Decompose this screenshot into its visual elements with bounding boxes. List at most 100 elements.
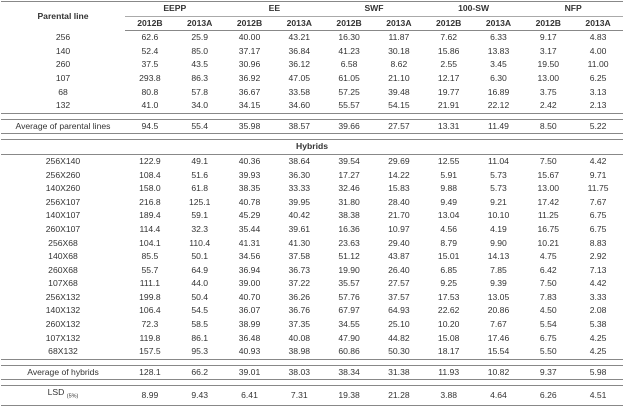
cell: 6.75	[589, 210, 607, 221]
cell: 104.1	[139, 237, 161, 248]
cell: 38.57	[274, 118, 325, 135]
year-header: 2013A	[573, 16, 623, 32]
cell: 85.0	[191, 45, 209, 56]
cell: 8.79	[440, 237, 458, 248]
cell: 3.75	[539, 86, 557, 97]
cell: 39.95	[288, 196, 311, 207]
cell: 34.56	[238, 251, 261, 262]
cell: 3.13	[589, 86, 607, 97]
cell: 5.91	[440, 169, 458, 180]
data-table: Parental line EEPP EE SWF 100-SW NFP 2012B 2013…	[1, 0, 623, 406]
cell: 30.18	[388, 45, 410, 56]
cell: 18.17	[423, 345, 474, 360]
cell: 39.61	[288, 223, 311, 234]
row-label: 256	[55, 31, 71, 42]
cell: 35.98	[224, 118, 275, 135]
table-row: LSD (5%) 8.99 9.43 6.41 7.31 19.38 21.28 3.88 4.…	[1, 385, 623, 406]
row-label: 107	[55, 72, 71, 83]
cell: 2.42	[523, 99, 574, 114]
cell: 40.00	[238, 32, 261, 43]
cell: 55.7	[141, 264, 159, 275]
table-row: Average of hybrids 128.1 66.2 39.01 38.03 38.…	[1, 364, 623, 381]
cell: 114.4	[139, 223, 161, 234]
cell: 34.55	[338, 319, 360, 330]
table-row: Average of parental lines 94.5 55.4 35.98 38…	[1, 118, 623, 135]
cell: 5.38	[589, 319, 607, 330]
table-row: 256X107 216.8 125.1 40.78 39.95 31.80 28.40 9.4…	[1, 196, 623, 210]
year-header: 2013A	[373, 16, 424, 32]
cell: 36.26	[288, 291, 311, 302]
cell: 13.05	[487, 291, 510, 302]
cell: 36.76	[288, 305, 311, 316]
cell: 40.42	[288, 210, 311, 221]
cell: 8.99	[125, 385, 175, 406]
cell: 4.75	[539, 251, 557, 262]
row-label: 107X68	[48, 278, 78, 289]
cell: 13.00	[537, 183, 560, 194]
cell: 9.90	[490, 237, 507, 248]
cell: 10.21	[537, 237, 560, 248]
cell: 14.13	[487, 251, 510, 262]
cell: 12.17	[437, 72, 460, 83]
cell: 10.20	[437, 319, 460, 330]
row-label: 260	[55, 59, 71, 70]
cell: 33.58	[288, 86, 311, 97]
cell: 26.40	[388, 264, 410, 275]
cell: 4.25	[573, 345, 623, 360]
cell: 9.71	[589, 169, 607, 180]
row-label: 256X260	[45, 169, 81, 180]
table-row: 140 52.4 85.0 37.17 36.84 41.23 30.18 15.86 13.8…	[1, 45, 623, 59]
cell: 61.05	[338, 72, 360, 83]
cell: 47.90	[338, 332, 360, 343]
table-row: 256X68 104.1 110.4 41.31 41.30 23.63 29.40 8.79…	[1, 237, 623, 251]
table-row: 256X260 108.4 51.6 39.93 36.30 17.27 14.22 5.91…	[1, 169, 623, 183]
cell: 54.15	[373, 99, 424, 114]
cell: 11.00	[587, 59, 609, 70]
cell: 4.56	[440, 223, 458, 234]
cell: 17.46	[487, 332, 510, 343]
cell: 39.01	[224, 364, 275, 381]
cell: 21.28	[373, 385, 424, 406]
cell: 3.45	[490, 59, 507, 70]
cell: 11.93	[423, 364, 474, 381]
cell: 7.50	[539, 278, 557, 289]
cell: 37.58	[288, 251, 311, 262]
cell: 39.48	[388, 86, 410, 97]
cell: 36.94	[238, 264, 261, 275]
cell: 37.57	[388, 291, 410, 302]
cell: 13.04	[437, 210, 460, 221]
cell: 189.4	[139, 210, 161, 221]
cell: 15.83	[388, 183, 410, 194]
table-row: 68X132 157.5 95.3 40.93 38.98 60.86 50.30 18.17…	[1, 345, 623, 360]
row-label: 68	[58, 86, 68, 97]
cell: 36.48	[238, 332, 261, 343]
table-row: 68 80.8 57.8 36.67 33.58 57.25 39.48 19.77 16.89…	[1, 86, 623, 100]
cell: 23.63	[338, 237, 360, 248]
cell: 10.82	[473, 364, 524, 381]
group-header: NFP	[523, 1, 623, 17]
cell: 64.9	[191, 264, 209, 275]
table-row: 107X132 119.8 86.1 36.48 40.08 47.90 44.82 15.0…	[1, 332, 623, 346]
row-label: 140	[55, 45, 71, 56]
cell: 7.67	[490, 319, 507, 330]
cell: 41.30	[288, 237, 311, 248]
cell: 9.21	[490, 196, 507, 207]
cell: 9.17	[539, 32, 557, 43]
cell: 44.82	[388, 332, 410, 343]
row-label: 140X107	[45, 210, 81, 221]
cell: 72.3	[141, 319, 159, 330]
cell: 40.08	[288, 332, 311, 343]
cell: 4.64	[473, 385, 524, 406]
cell: 10.97	[388, 223, 410, 234]
row-header: Parental line	[1, 0, 125, 31]
cell: 86.1	[191, 332, 209, 343]
cell: 11.04	[488, 155, 509, 166]
cell: 7.83	[539, 291, 557, 302]
cell: 38.03	[274, 364, 325, 381]
cell: 17.53	[437, 291, 460, 302]
table-row: 132 41.0 34.0 34.15 34.60 55.57 54.15 21.91 22.1…	[1, 99, 623, 114]
cell: 16.75	[537, 223, 560, 234]
cell: 52.4	[141, 45, 159, 56]
cell: 28.40	[388, 196, 410, 207]
